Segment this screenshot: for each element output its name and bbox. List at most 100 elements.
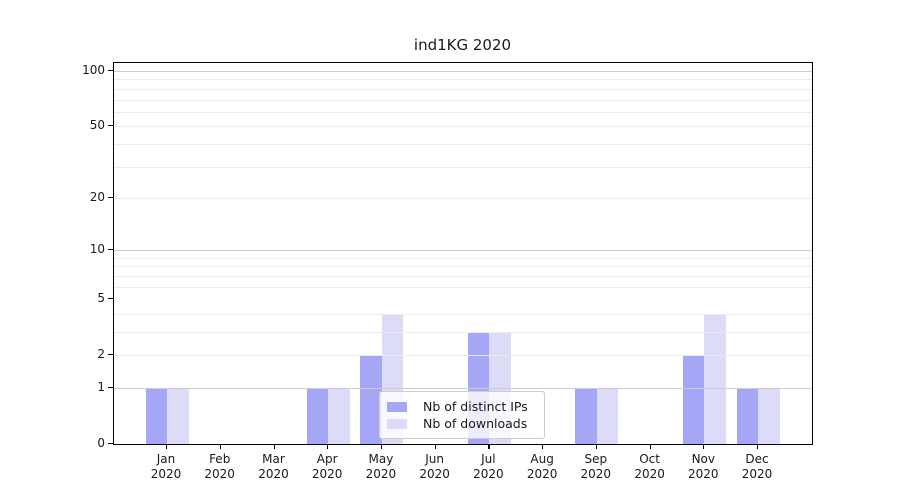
x-tick-mark: [380, 444, 383, 449]
x-tick-label-apr: Apr 2020: [297, 452, 357, 482]
x-tick-year: 2020: [419, 467, 450, 481]
x-tick-month: Aug: [530, 452, 554, 466]
x-tick-year: 2020: [204, 467, 235, 481]
x-tick-month: Mar: [262, 452, 285, 466]
x-tick-year: 2020: [526, 467, 558, 481]
x-tick-mark: [649, 444, 651, 449]
bar-jan-distinct-ips: [145, 388, 167, 444]
legend: Nb of distinct IPs Nb of downloads: [379, 391, 545, 439]
bar-dec-distinct-ips: [736, 388, 758, 444]
x-tick-label-may: May 2020: [351, 452, 411, 482]
x-tick-label-jan: Jan 2020: [136, 452, 196, 482]
y-minor-gridline: [114, 126, 812, 128]
y-minor-gridline: [114, 266, 812, 268]
y-tick-mark: [108, 298, 113, 300]
bar-jan-downloads: [167, 388, 189, 444]
y-tick-mark: [108, 354, 113, 356]
bar-nov-distinct-ips: [682, 355, 705, 444]
legend-row: Nb of distinct IPs: [387, 398, 535, 415]
y-major-gridline: [114, 250, 812, 252]
bar-sep-distinct-ips: [575, 388, 597, 444]
y-minor-gridline: [114, 79, 812, 81]
y-tick-label: 0: [97, 436, 105, 450]
legend-swatch-downloads: [387, 418, 407, 429]
x-tick-year: 2020: [580, 467, 612, 481]
x-tick-year: 2020: [741, 467, 773, 481]
bar-dec-downloads: [758, 388, 780, 444]
x-tick-year: 2020: [311, 467, 343, 481]
x-tick-mark: [434, 444, 436, 449]
bar-apr-distinct-ips: [306, 388, 329, 444]
y-minor-gridline: [114, 88, 812, 90]
x-tick-label-mar: Mar 2020: [244, 452, 304, 482]
x-tick-label-aug: Aug 2020: [512, 452, 572, 482]
x-tick-month: Oct: [639, 452, 660, 466]
x-tick-year: 2020: [258, 467, 289, 481]
y-tick-label: 100: [82, 63, 105, 77]
x-tick-label-nov: Nov 2020: [673, 452, 733, 482]
x-tick-month: Jan: [156, 452, 176, 466]
x-tick-mark: [703, 444, 705, 449]
y-minor-gridline: [114, 111, 812, 113]
y-minor-gridline: [114, 332, 812, 333]
y-minor-gridline: [114, 99, 812, 101]
plot-area: [113, 62, 813, 445]
bar-nov-downloads: [704, 313, 726, 444]
y-minor-gridline: [114, 286, 812, 288]
y-major-gridline: [114, 388, 812, 389]
x-tick-month: Dec: [745, 452, 769, 466]
x-tick-month: Sep: [584, 452, 608, 466]
y-tick-label: 10: [89, 242, 105, 257]
y-tick-label: 50: [89, 118, 105, 133]
x-tick-label-sep: Sep 2020: [566, 452, 626, 482]
x-tick-month: Feb: [209, 452, 231, 466]
y-tick-label: 5: [97, 291, 105, 306]
legend-label: Nb of distinct IPs: [423, 399, 528, 414]
legend-swatch-distinct-ips: [387, 401, 407, 412]
x-tick-label-dec: Dec 2020: [727, 452, 787, 482]
x-tick-label-feb: Feb 2020: [190, 452, 250, 482]
x-tick-year: 2020: [150, 467, 182, 481]
x-tick-mark: [327, 444, 329, 449]
y-minor-gridline: [114, 355, 812, 357]
x-tick-mark: [595, 444, 597, 449]
y-minor-gridline: [114, 166, 812, 168]
x-tick-year: 2020: [473, 467, 504, 481]
y-minor-gridline: [114, 275, 812, 277]
y-minor-gridline: [114, 257, 812, 259]
y-tick-mark: [108, 249, 113, 251]
y-minor-gridline: [114, 143, 812, 145]
x-tick-month: May: [368, 452, 394, 466]
y-tick-label: 2: [97, 347, 105, 362]
x-tick-label-jul: Jul 2020: [458, 452, 518, 482]
bar-sep-downloads: [596, 388, 619, 444]
x-tick-label-oct: Oct 2020: [620, 452, 680, 482]
y-tick-mark: [108, 70, 113, 72]
legend-row: Nb of downloads: [387, 415, 535, 432]
x-tick-month: Nov: [691, 452, 715, 466]
y-tick-mark: [108, 387, 113, 389]
x-tick-label-jun: Jun 2020: [405, 452, 465, 482]
x-tick-mark: [219, 444, 221, 449]
x-tick-mark: [273, 444, 275, 449]
x-tick-mark: [166, 444, 168, 449]
y-minor-gridline: [114, 313, 812, 315]
bar-apr-downloads: [328, 388, 350, 444]
y-tick-label: 20: [89, 189, 105, 204]
x-tick-mark: [542, 444, 544, 449]
x-tick-year: 2020: [688, 467, 719, 481]
y-major-gridline: [114, 71, 812, 72]
x-tick-year: 2020: [634, 467, 665, 481]
y-tick-mark: [108, 125, 113, 127]
x-tick-year: 2020: [365, 467, 397, 481]
x-tick-month: Jun: [425, 452, 444, 466]
x-tick-month: Apr: [316, 452, 338, 466]
bar-may-distinct-ips: [360, 355, 382, 444]
y-tick-mark: [108, 443, 113, 445]
legend-label: Nb of downloads: [423, 416, 528, 431]
y-minor-gridline: [114, 197, 812, 199]
chart-title: ind1KG 2020: [413, 36, 512, 54]
x-tick-mark: [488, 444, 490, 449]
x-tick-mark: [757, 444, 759, 449]
